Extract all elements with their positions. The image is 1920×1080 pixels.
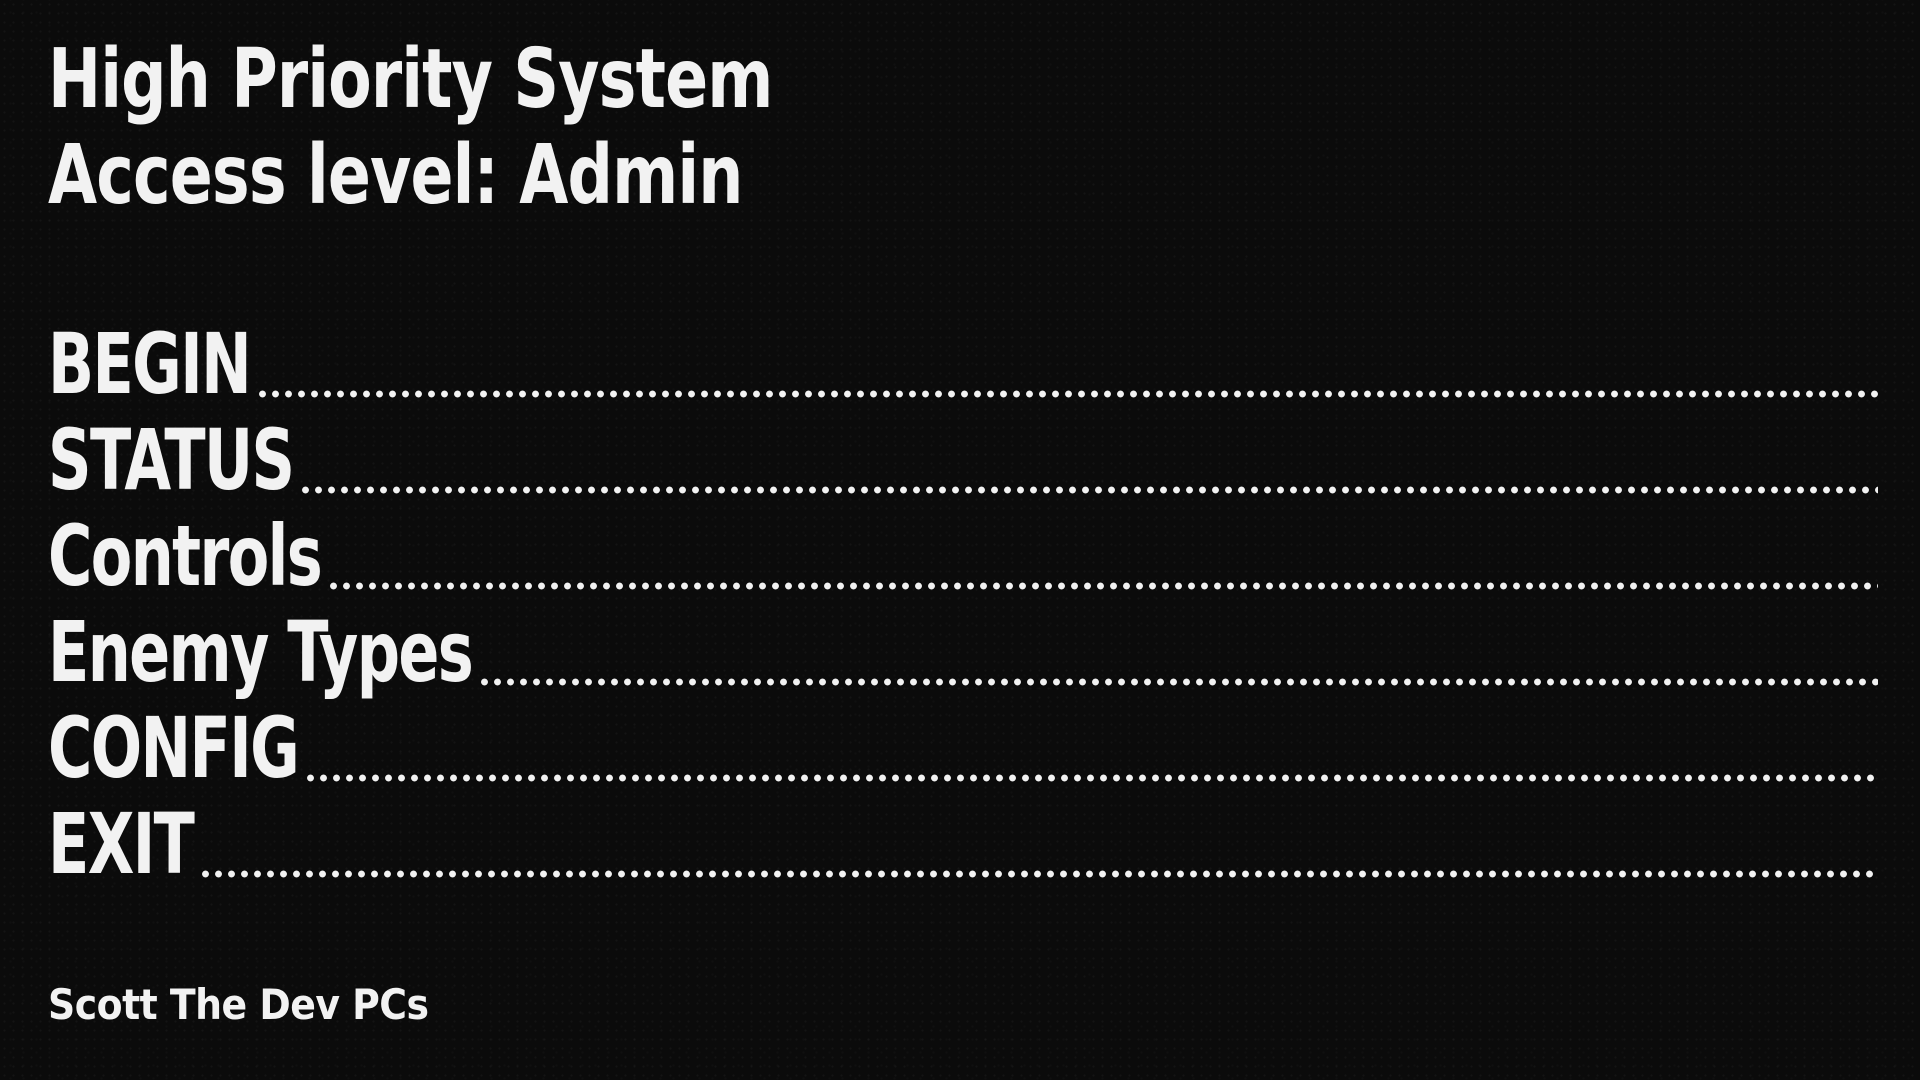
menu-item-label: EXIT bbox=[48, 795, 195, 893]
credit-label: Scott The Dev PCs bbox=[48, 980, 429, 1029]
dot-leader bbox=[327, 582, 1878, 590]
menu-item-label: STATUS bbox=[48, 411, 295, 509]
header: High Priority System Access level: Admin bbox=[48, 32, 890, 224]
menu-item-exit[interactable]: EXIT bbox=[48, 796, 1878, 892]
menu-item-begin[interactable]: BEGIN bbox=[48, 316, 1878, 412]
menu-item-config[interactable]: CONFIG bbox=[48, 700, 1878, 796]
menu-item-enemy-types[interactable]: Enemy Types bbox=[48, 604, 1878, 700]
menu-item-label: BEGIN bbox=[48, 315, 252, 413]
menu-item-controls[interactable]: Controls bbox=[48, 508, 1878, 604]
dot-leader bbox=[256, 390, 1878, 398]
menu-item-status[interactable]: STATUS bbox=[48, 412, 1878, 508]
menu-item-label: Enemy Types bbox=[48, 603, 474, 701]
main-menu: BEGIN STATUS Controls Enemy Types CONFIG… bbox=[48, 316, 1878, 892]
menu-item-label: Controls bbox=[48, 507, 323, 605]
menu-item-label: CONFIG bbox=[48, 699, 300, 797]
dot-leader bbox=[478, 678, 1878, 686]
dot-leader bbox=[199, 870, 1878, 878]
dot-leader bbox=[299, 486, 1878, 494]
system-title: High Priority System bbox=[48, 32, 773, 127]
access-level: Access level: Admin bbox=[48, 128, 743, 223]
dot-leader bbox=[304, 774, 1878, 782]
